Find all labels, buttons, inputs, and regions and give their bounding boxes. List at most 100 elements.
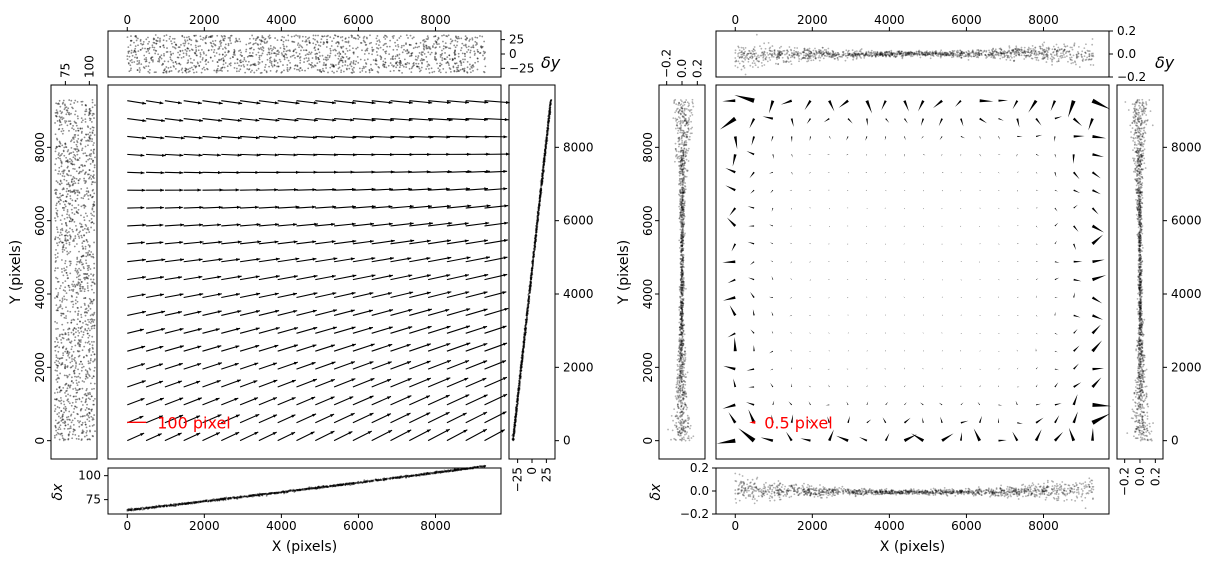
left-point [65, 120, 68, 123]
left-point [90, 278, 92, 281]
quiver-arrow-head [311, 362, 316, 366]
bottom-point [409, 475, 412, 478]
left-point [68, 111, 70, 114]
quiver-arrow-head [179, 206, 183, 210]
left-point [72, 318, 75, 321]
top-point [148, 48, 151, 50]
top-point [363, 67, 365, 69]
left-point [64, 121, 67, 124]
bottom-point [311, 487, 313, 490]
left-point [86, 312, 88, 314]
left-point [60, 233, 63, 236]
left-point [63, 175, 66, 178]
bottom-point [427, 473, 430, 475]
left-point [79, 420, 82, 423]
top-point [235, 39, 238, 41]
left-point [54, 269, 56, 272]
top-point [139, 69, 141, 71]
top-point [430, 51, 433, 54]
quiver-arrow-head [218, 101, 223, 105]
bottom-point [266, 493, 269, 495]
top-point [213, 48, 216, 51]
left-point [66, 387, 69, 390]
top-point [197, 45, 200, 48]
left-point [80, 196, 83, 199]
quiver-arrow-head [464, 239, 469, 243]
left-point [73, 102, 76, 104]
top-point [284, 53, 287, 55]
bottom-point [244, 495, 247, 498]
quiver-arrow [371, 118, 394, 121]
right-point [519, 375, 522, 378]
quiver-arrow [446, 274, 470, 281]
left-point [60, 341, 63, 344]
right-point [530, 281, 532, 284]
left-point [89, 359, 92, 362]
right-point [540, 185, 543, 188]
left-point [55, 398, 57, 401]
left-point [70, 139, 73, 141]
left-point [64, 286, 67, 289]
quiver-arrow-head [483, 343, 488, 347]
top-point [470, 46, 473, 49]
left-point [86, 355, 88, 357]
top-point [188, 38, 191, 40]
left-point [77, 339, 80, 341]
quiver-arrow-head [178, 275, 183, 280]
top-point [183, 44, 186, 47]
quiver-arrow-head [503, 394, 508, 398]
top-point [441, 34, 443, 37]
quiver-arrow-head [388, 344, 393, 347]
top-point [184, 42, 186, 45]
top-point [285, 39, 287, 42]
quiver-arrow-head [217, 345, 222, 349]
top-point [434, 55, 436, 58]
left-point [84, 421, 87, 424]
top-point [468, 40, 471, 42]
left-point [88, 157, 91, 160]
left-point [66, 111, 69, 114]
top-point [348, 67, 351, 70]
right-point [527, 297, 530, 300]
bottom-point [300, 488, 303, 491]
top-point [396, 48, 398, 51]
top-point [441, 57, 444, 59]
top-point [313, 47, 316, 50]
right-point [521, 358, 524, 360]
top-point [471, 66, 473, 69]
top-point [318, 58, 320, 61]
quiver-arrow [409, 412, 431, 424]
top-point [283, 36, 285, 39]
top-point [471, 46, 474, 48]
left-point [88, 110, 91, 113]
left-point [90, 153, 93, 155]
left-point [55, 309, 58, 312]
left-point [69, 197, 72, 200]
top-point [238, 64, 240, 67]
quiver-arrow-head [198, 153, 203, 157]
quiver-arrow-head [141, 293, 146, 297]
left-point [85, 354, 88, 357]
quiver-arrow-head [199, 292, 204, 297]
left-point [86, 282, 89, 285]
top-point [261, 52, 264, 55]
bottom-point [196, 501, 199, 504]
quiver-arrow-head [387, 379, 392, 383]
bottom-point [140, 507, 142, 510]
top-point [414, 58, 417, 61]
quiver-arrow-head [179, 171, 184, 175]
left-point [58, 385, 61, 388]
top-point [177, 56, 180, 59]
left-point [58, 238, 61, 240]
left-point [75, 379, 78, 382]
left-point [73, 356, 76, 359]
top-point [257, 63, 260, 66]
left-point [55, 109, 58, 112]
left-point [55, 204, 58, 207]
quiver-arrow-head [502, 411, 507, 415]
top-point [165, 39, 168, 42]
quiver-arrow-head [234, 363, 239, 366]
right-point [542, 170, 544, 173]
quiver-arrow-head [274, 344, 279, 348]
bottom-point [134, 508, 136, 510]
